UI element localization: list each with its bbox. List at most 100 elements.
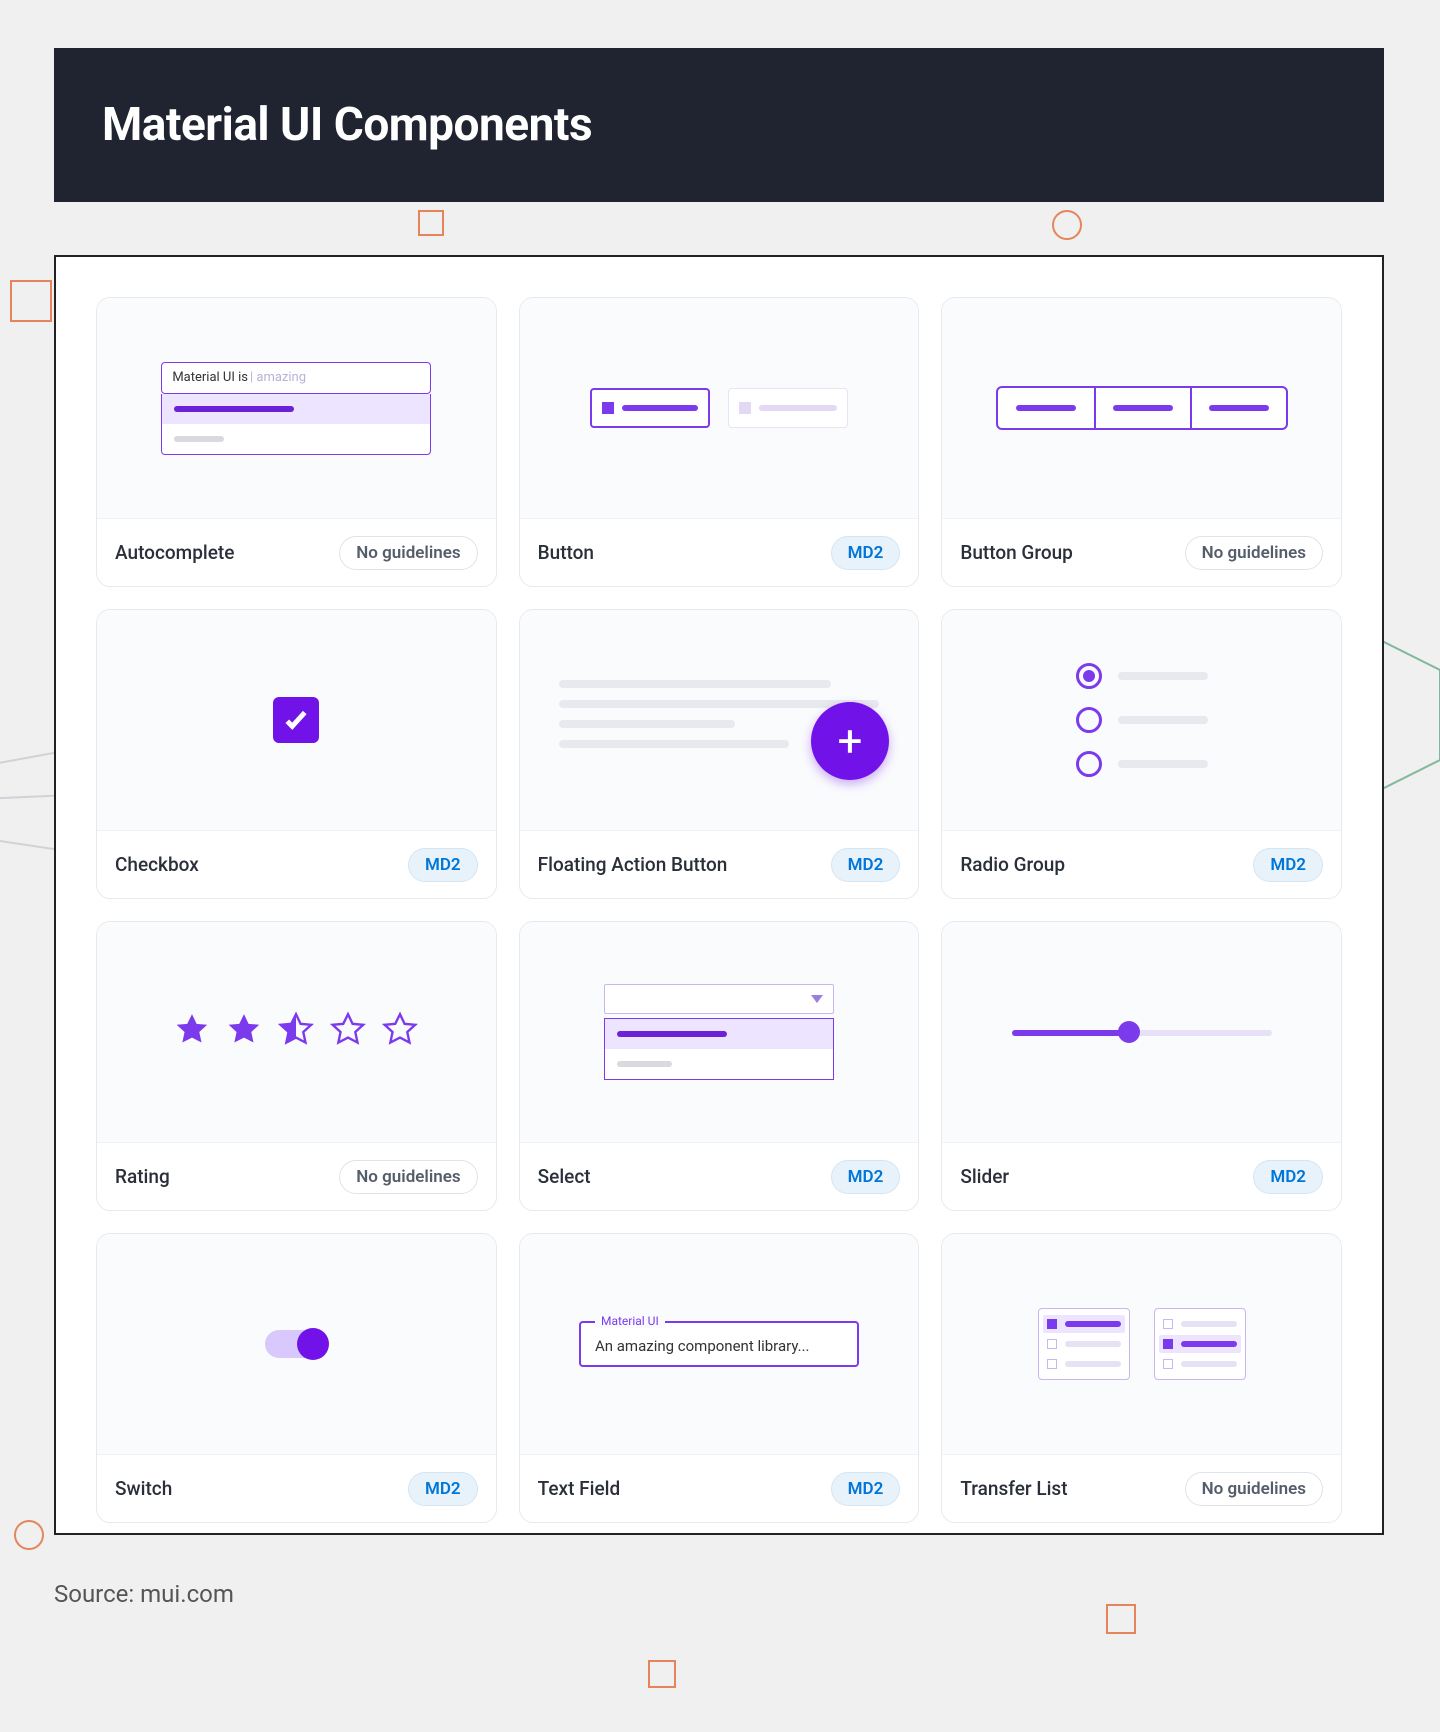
component-card-rating[interactable]: Rating No guidelines bbox=[96, 921, 497, 1211]
component-footer: Transfer List No guidelines bbox=[942, 1454, 1341, 1522]
component-card-select[interactable]: Select MD2 bbox=[519, 921, 920, 1211]
chevron-down-icon bbox=[811, 995, 823, 1003]
autocomplete-demo: Material UI is | amazing bbox=[161, 362, 431, 455]
component-name: Radio Group bbox=[960, 853, 1065, 876]
button-group-demo bbox=[996, 386, 1288, 430]
guideline-badge: No guidelines bbox=[1185, 1472, 1323, 1506]
button-demo bbox=[590, 388, 848, 428]
component-footer: Radio Group MD2 bbox=[942, 830, 1341, 898]
radio-group-demo bbox=[1076, 663, 1208, 777]
autocomplete-input[interactable]: Material UI is | amazing bbox=[161, 362, 431, 394]
component-preview bbox=[97, 610, 496, 830]
component-card-autocomplete[interactable]: Material UI is | amazing Autocomplete No… bbox=[96, 297, 497, 587]
component-footer: Autocomplete No guidelines bbox=[97, 518, 496, 586]
deco-square bbox=[648, 1660, 676, 1688]
guideline-badge: No guidelines bbox=[339, 536, 477, 570]
star-icon bbox=[381, 1011, 419, 1053]
component-name: Transfer List bbox=[960, 1477, 1067, 1500]
guideline-badge: MD2 bbox=[408, 1472, 478, 1506]
transfer-list-demo bbox=[1038, 1308, 1246, 1380]
component-card-radio-group[interactable]: Radio Group MD2 bbox=[941, 609, 1342, 899]
guideline-badge: MD2 bbox=[1253, 848, 1323, 882]
component-card-checkbox[interactable]: Checkbox MD2 bbox=[96, 609, 497, 899]
autocomplete-option[interactable] bbox=[162, 394, 430, 424]
switch-demo[interactable] bbox=[265, 1330, 327, 1358]
select-demo bbox=[604, 984, 834, 1080]
component-name: Autocomplete bbox=[115, 541, 234, 564]
ghost-button[interactable] bbox=[728, 388, 848, 428]
page-header: Material UI Components bbox=[54, 48, 1384, 202]
rating-demo[interactable] bbox=[173, 1011, 419, 1053]
slider-demo[interactable] bbox=[1012, 1022, 1272, 1042]
deco-circle bbox=[14, 1520, 44, 1550]
guideline-badge: MD2 bbox=[831, 536, 901, 570]
component-footer: Button Group No guidelines bbox=[942, 518, 1341, 586]
component-footer: Floating Action Button MD2 bbox=[520, 830, 919, 898]
source-attribution: Source: mui.com bbox=[54, 1580, 234, 1608]
textfield-demo[interactable]: Material UI An amazing component library… bbox=[579, 1321, 859, 1367]
component-footer: Rating No guidelines bbox=[97, 1142, 496, 1210]
component-name: Slider bbox=[960, 1165, 1009, 1188]
select-option[interactable] bbox=[605, 1019, 833, 1049]
guideline-badge: No guidelines bbox=[1185, 536, 1323, 570]
star-icon bbox=[329, 1011, 367, 1053]
component-preview bbox=[97, 1234, 496, 1454]
component-card-switch[interactable]: Switch MD2 bbox=[96, 1233, 497, 1523]
component-name: Rating bbox=[115, 1165, 170, 1188]
component-footer: Checkbox MD2 bbox=[97, 830, 496, 898]
component-preview bbox=[942, 1234, 1341, 1454]
guideline-badge: MD2 bbox=[831, 848, 901, 882]
star-icon bbox=[173, 1011, 211, 1053]
radio-option[interactable] bbox=[1076, 663, 1208, 689]
deco-green-arc bbox=[1380, 640, 1440, 800]
guideline-badge: MD2 bbox=[831, 1472, 901, 1506]
component-preview bbox=[942, 298, 1341, 518]
component-preview bbox=[520, 298, 919, 518]
slider-thumb[interactable] bbox=[1118, 1021, 1140, 1043]
component-footer: Slider MD2 bbox=[942, 1142, 1341, 1210]
autocomplete-option[interactable] bbox=[162, 424, 430, 454]
select-option[interactable] bbox=[605, 1049, 833, 1079]
component-card-fab[interactable]: + Floating Action Button MD2 bbox=[519, 609, 920, 899]
button-group-segment[interactable] bbox=[998, 388, 1094, 428]
guideline-badge: MD2 bbox=[1253, 1160, 1323, 1194]
component-preview bbox=[520, 922, 919, 1142]
component-card-transfer-list[interactable]: Transfer List No guidelines bbox=[941, 1233, 1342, 1523]
checkbox-demo[interactable] bbox=[273, 697, 319, 743]
component-card-slider[interactable]: Slider MD2 bbox=[941, 921, 1342, 1211]
deco-square bbox=[1106, 1604, 1136, 1634]
transfer-list-right[interactable] bbox=[1154, 1308, 1246, 1380]
component-card-button[interactable]: Button MD2 bbox=[519, 297, 920, 587]
component-preview: + bbox=[520, 610, 919, 830]
component-footer: Text Field MD2 bbox=[520, 1454, 919, 1522]
guideline-badge: No guidelines bbox=[339, 1160, 477, 1194]
select-listbox bbox=[604, 1018, 834, 1080]
component-name: Select bbox=[538, 1165, 591, 1188]
button-group-segment[interactable] bbox=[1190, 388, 1286, 428]
component-preview: Material UI An amazing component library… bbox=[520, 1234, 919, 1454]
components-grid: Material UI is | amazing Autocomplete No… bbox=[96, 297, 1342, 1493]
guideline-badge: MD2 bbox=[831, 1160, 901, 1194]
select-trigger[interactable] bbox=[604, 984, 834, 1014]
primary-button[interactable] bbox=[590, 388, 710, 428]
page-title: Material UI Components bbox=[102, 98, 592, 152]
component-preview bbox=[942, 922, 1341, 1142]
autocomplete-listbox bbox=[161, 394, 431, 455]
deco-square bbox=[418, 210, 444, 236]
component-name: Button bbox=[538, 541, 594, 564]
radio-option[interactable] bbox=[1076, 707, 1208, 733]
component-footer: Button MD2 bbox=[520, 518, 919, 586]
deco-circle bbox=[1052, 210, 1082, 240]
button-group-segment[interactable] bbox=[1094, 388, 1190, 428]
component-name: Text Field bbox=[538, 1477, 621, 1500]
component-name: Button Group bbox=[960, 541, 1073, 564]
transfer-list-left[interactable] bbox=[1038, 1308, 1130, 1380]
fab-demo: + bbox=[559, 680, 879, 760]
radio-option[interactable] bbox=[1076, 751, 1208, 777]
plus-icon: + bbox=[838, 715, 863, 767]
fab-button[interactable]: + bbox=[811, 702, 889, 780]
component-name: Switch bbox=[115, 1477, 172, 1500]
component-card-text-field[interactable]: Material UI An amazing component library… bbox=[519, 1233, 920, 1523]
component-preview bbox=[942, 610, 1341, 830]
component-card-button-group[interactable]: Button Group No guidelines bbox=[941, 297, 1342, 587]
